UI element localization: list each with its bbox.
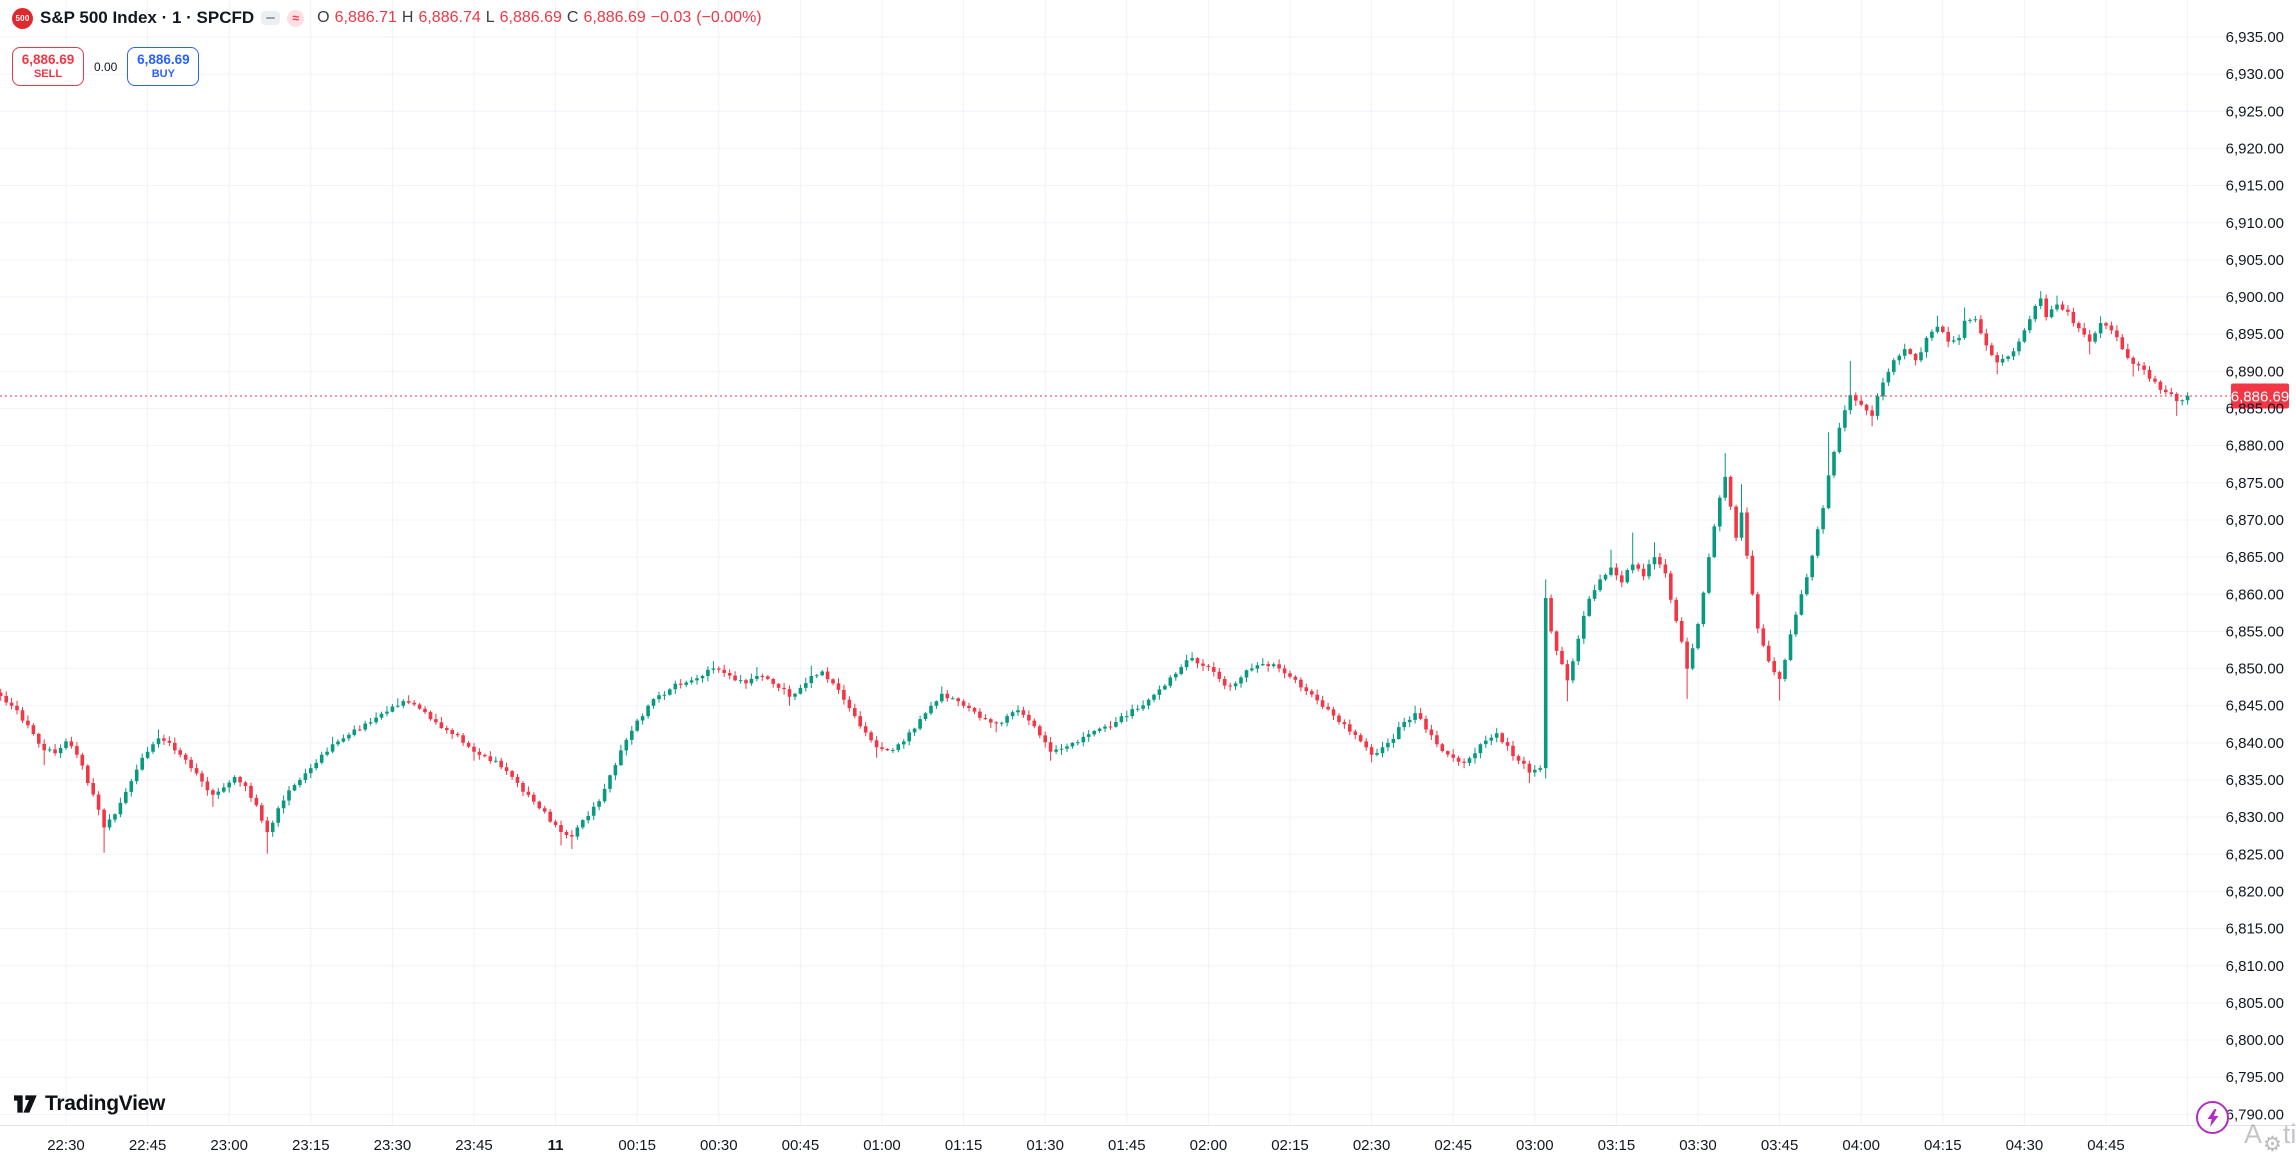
- svg-text:02:00: 02:00: [1190, 1137, 1228, 1154]
- svg-text:02:15: 02:15: [1271, 1137, 1309, 1154]
- svg-text:23:30: 23:30: [374, 1137, 412, 1154]
- svg-text:6,835.00: 6,835.00: [2226, 772, 2284, 789]
- svg-text:03:30: 03:30: [1679, 1137, 1717, 1154]
- svg-text:03:45: 03:45: [1761, 1137, 1799, 1154]
- svg-text:00:30: 00:30: [700, 1137, 738, 1154]
- svg-text:01:15: 01:15: [945, 1137, 983, 1154]
- svg-text:04:15: 04:15: [1924, 1137, 1962, 1154]
- svg-text:6,810.00: 6,810.00: [2226, 958, 2284, 975]
- close-value: 6,886.69: [583, 9, 646, 26]
- grid-lines: [0, 0, 2228, 1126]
- svg-text:6,845.00: 6,845.00: [2226, 698, 2284, 715]
- svg-text:6,930.00: 6,930.00: [2226, 66, 2284, 83]
- candlestick-series[interactable]: [0, 291, 2190, 854]
- svg-text:6,865.00: 6,865.00: [2226, 549, 2284, 566]
- svg-text:23:00: 23:00: [210, 1137, 248, 1154]
- svg-text:6,825.00: 6,825.00: [2226, 846, 2284, 863]
- svg-text:02:30: 02:30: [1353, 1137, 1391, 1154]
- svg-text:6,915.00: 6,915.00: [2226, 178, 2284, 195]
- svg-text:6,890.00: 6,890.00: [2226, 363, 2284, 380]
- tradingview-logo[interactable]: TradingView: [14, 1092, 165, 1116]
- sell-button[interactable]: 6,886.69 SELL: [12, 47, 84, 86]
- svg-text:6,875.00: 6,875.00: [2226, 475, 2284, 492]
- svg-text:6,885.00: 6,885.00: [2226, 401, 2284, 418]
- watermark-text-right: tiva: [2282, 1119, 2296, 1149]
- symbol-title[interactable]: S&P 500 Index · 1 · SPCFD: [40, 8, 255, 27]
- svg-text:6,870.00: 6,870.00: [2226, 512, 2284, 529]
- svg-text:01:45: 01:45: [1108, 1137, 1146, 1154]
- svg-text:6,910.00: 6,910.00: [2226, 215, 2284, 232]
- last-price-badge[interactable]: 6,886.69: [2231, 383, 2289, 409]
- time-axis[interactable]: 22:30 22:45 23:00 23:15 23:30 23:45 11 00:15 00:…: [47, 1137, 2125, 1154]
- open-label: O: [317, 9, 330, 26]
- svg-text:11: 11: [548, 1137, 564, 1154]
- svg-text:6,895.00: 6,895.00: [2226, 326, 2284, 343]
- trade-panel: 6,886.69 SELL 0.00 6,886.69 BUY: [12, 47, 200, 86]
- lightning-bolt-icon: [2207, 1108, 2218, 1127]
- svg-text:6,815.00: 6,815.00: [2226, 921, 2284, 938]
- sp500-logo-icon: 500: [12, 7, 33, 29]
- svg-text:6,850.00: 6,850.00: [2226, 661, 2284, 678]
- tradingview-mark-icon: [14, 1095, 37, 1113]
- low-label: L: [485, 9, 495, 26]
- close-label: C: [566, 9, 579, 26]
- buy-label: BUY: [151, 67, 175, 80]
- high-value: 6,886.74: [418, 9, 481, 26]
- svg-text:6,830.00: 6,830.00: [2226, 809, 2284, 826]
- svg-text:23:15: 23:15: [292, 1137, 330, 1154]
- low-value: 6,886.69: [499, 9, 562, 26]
- svg-text:04:45: 04:45: [2087, 1137, 2125, 1154]
- buy-price: 6,886.69: [137, 52, 190, 68]
- svg-text:6,860.00: 6,860.00: [2226, 586, 2284, 603]
- activate-watermark: A ⚙ tiva: [2244, 1119, 2296, 1157]
- svg-text:6,790.00: 6,790.00: [2226, 1106, 2284, 1123]
- sell-label: SELL: [33, 67, 63, 80]
- flag-icon[interactable]: [261, 11, 281, 25]
- high-label: H: [401, 9, 414, 26]
- open-value: 6,886.71: [334, 9, 397, 26]
- svg-text:03:15: 03:15: [1598, 1137, 1636, 1154]
- svg-text:6,920.00: 6,920.00: [2226, 140, 2284, 157]
- svg-text:6,855.00: 6,855.00: [2226, 623, 2284, 640]
- svg-text:6,805.00: 6,805.00: [2226, 995, 2284, 1012]
- ohlc-readout: O 6,886.71 H 6,886.74 L 6,886.69 C 6,886…: [317, 9, 761, 27]
- spread-value: 0.00: [94, 59, 118, 74]
- svg-text:6,795.00: 6,795.00: [2226, 1069, 2284, 1086]
- sell-price: 6,886.69: [21, 52, 75, 68]
- svg-text:6,840.00: 6,840.00: [2226, 735, 2284, 752]
- svg-text:6,925.00: 6,925.00: [2226, 103, 2284, 120]
- gear-icon: ⚙: [2263, 1133, 2282, 1156]
- svg-text:6,935.00: 6,935.00: [2226, 29, 2284, 46]
- svg-text:03:00: 03:00: [1516, 1137, 1554, 1154]
- svg-text:6,900.00: 6,900.00: [2226, 289, 2284, 306]
- svg-text:04:00: 04:00: [1842, 1137, 1880, 1154]
- price-axis[interactable]: 6,790.00 6,795.00 6,800.00 6,805.00 6,810.00…: [2226, 29, 2284, 1123]
- svg-text:00:45: 00:45: [782, 1137, 820, 1154]
- watermark-text-left: A: [2244, 1119, 2263, 1149]
- svg-text:23:45: 23:45: [455, 1137, 493, 1154]
- approx-data-icon[interactable]: ≈: [287, 9, 305, 27]
- symbol-legend[interactable]: 500 S&P 500 Index · 1 · SPCFD ≈ O 6,886.…: [12, 6, 762, 30]
- svg-text:6,800.00: 6,800.00: [2226, 1032, 2284, 1049]
- svg-text:01:30: 01:30: [1026, 1137, 1064, 1154]
- svg-text:6,820.00: 6,820.00: [2226, 883, 2284, 900]
- svg-text:02:45: 02:45: [1434, 1137, 1472, 1154]
- change-percent: (−0.00%): [696, 9, 762, 26]
- svg-text:22:30: 22:30: [47, 1137, 85, 1154]
- svg-text:01:00: 01:00: [863, 1137, 901, 1154]
- svg-text:22:45: 22:45: [129, 1137, 167, 1154]
- flash-boost-button[interactable]: [2196, 1101, 2229, 1134]
- tradingview-wordmark: TradingView: [45, 1092, 166, 1115]
- svg-text:00:15: 00:15: [618, 1137, 656, 1154]
- svg-text:6,886.69: 6,886.69: [2231, 388, 2289, 405]
- svg-text:04:30: 04:30: [2006, 1137, 2044, 1154]
- svg-text:6,880.00: 6,880.00: [2226, 438, 2284, 455]
- change-value: −0.03: [650, 9, 692, 26]
- svg-text:6,905.00: 6,905.00: [2226, 252, 2284, 269]
- buy-button[interactable]: 6,886.69 BUY: [127, 47, 200, 86]
